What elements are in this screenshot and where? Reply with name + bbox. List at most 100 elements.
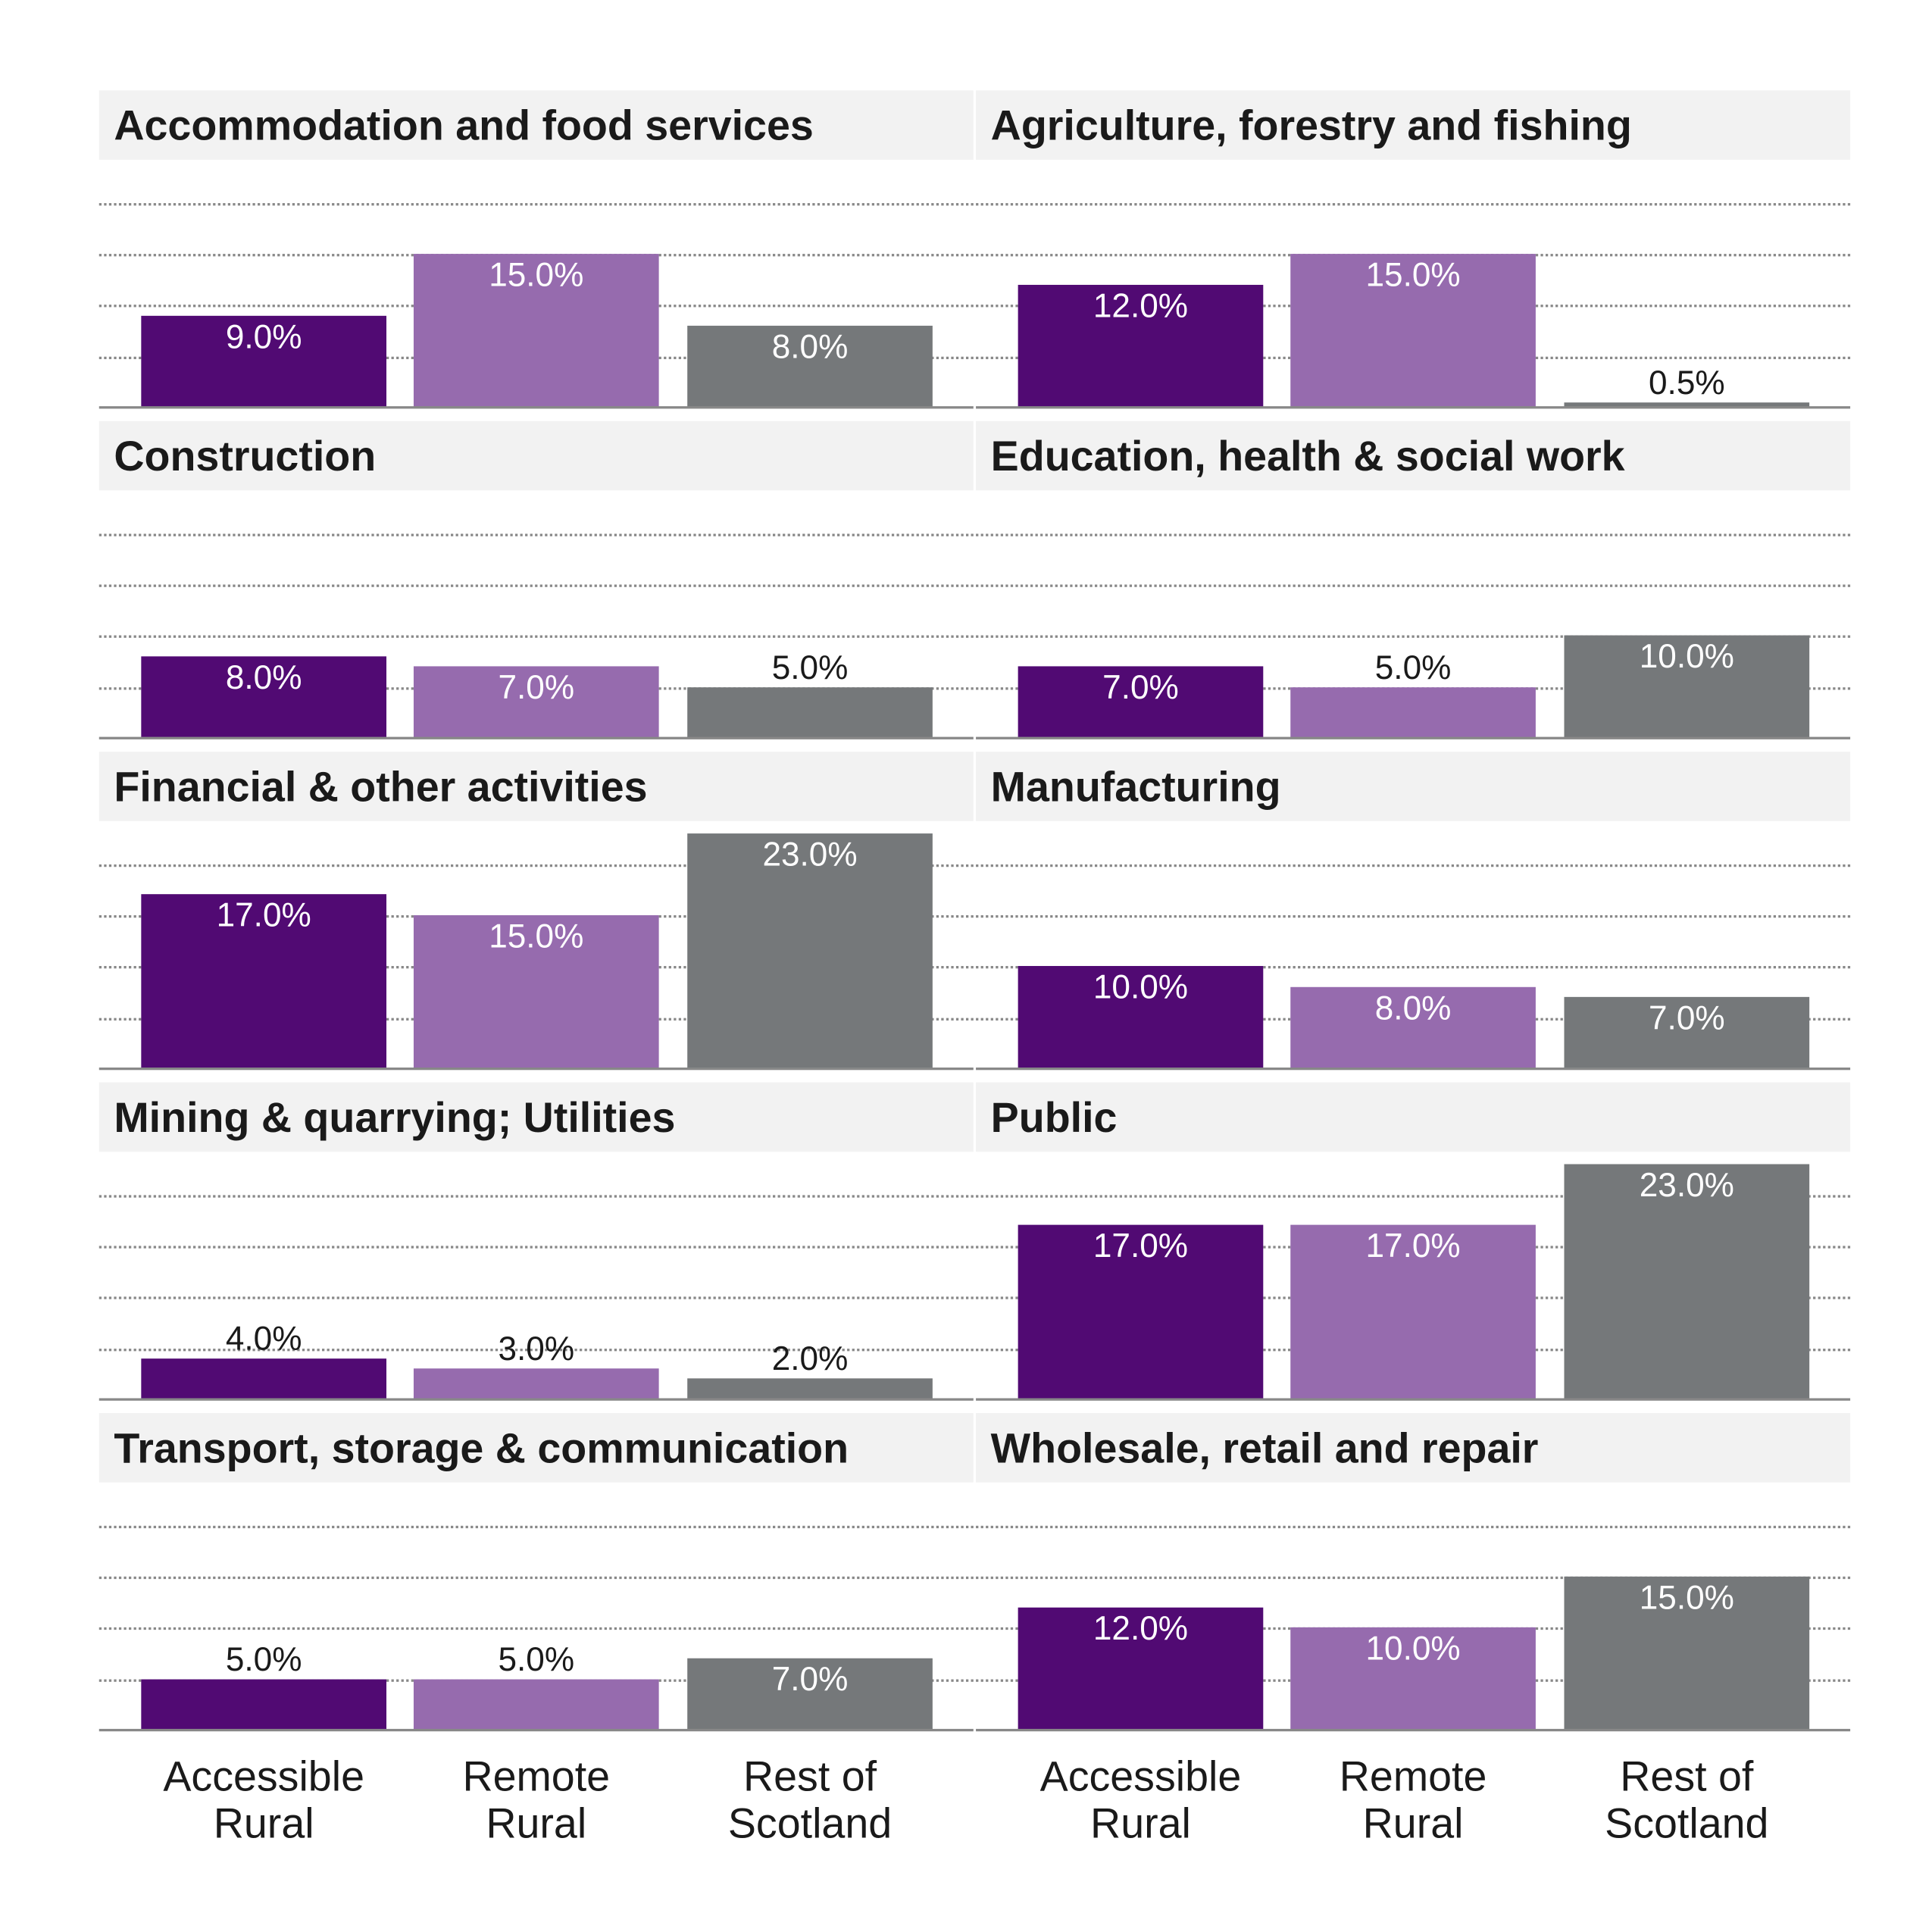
data-label: 5.0% — [498, 1640, 575, 1678]
bar-rest-of-scotland — [687, 325, 933, 408]
bar-accessible-rural — [141, 1678, 386, 1730]
bar-accessible-rural — [1018, 1225, 1264, 1400]
x-tick-label: Accessible Rural — [1005, 1754, 1277, 1848]
bar-rest-of-scotland — [1564, 1164, 1810, 1400]
panel-title: Financial & other activities — [98, 752, 974, 821]
data-label: 5.0% — [225, 1640, 302, 1678]
x-tick-label-line: Rural — [486, 1800, 587, 1848]
bar-accessible-rural — [141, 315, 386, 408]
data-label: 8.0% — [1374, 989, 1452, 1027]
panel-title: Transport, storage & communication — [98, 1413, 974, 1483]
bar-accessible-rural — [141, 656, 386, 739]
data-label: 12.0% — [1093, 286, 1189, 324]
bar-remote-rural — [413, 1368, 659, 1400]
baseline — [98, 1398, 974, 1401]
gridline — [976, 1525, 1851, 1528]
data-label: 17.0% — [216, 897, 311, 935]
x-tick-label-line: Accessible — [163, 1753, 364, 1801]
chart-panel: Transport, storage & communication 5.0% 5.… — [98, 1413, 974, 1743]
gridline — [976, 202, 1851, 205]
data-label: 3.0% — [498, 1330, 575, 1368]
bar-rest-of-scotland — [1564, 1576, 1810, 1730]
chart-panel: Public 17.0% 17.0% 23.0% — [976, 1082, 1851, 1413]
x-tick-label-line: Rest of — [1620, 1753, 1754, 1801]
panel-title: Wholesale, retail and repair — [976, 1413, 1851, 1483]
bar-remote-rural — [1290, 1627, 1536, 1730]
data-label: 9.0% — [225, 317, 302, 355]
gridline — [976, 636, 1851, 639]
data-label: 23.0% — [762, 835, 858, 874]
data-label: 10.0% — [1639, 638, 1734, 676]
bar-remote-rural — [1290, 253, 1536, 408]
x-tick-label-line: Rural — [1362, 1800, 1464, 1848]
data-label: 5.0% — [771, 648, 849, 686]
baseline — [976, 1068, 1851, 1071]
bar-rest-of-scotland — [687, 1379, 933, 1400]
bar-rest-of-scotland — [1564, 636, 1810, 739]
baseline — [976, 736, 1851, 739]
chart-panel: Agriculture, forestry and fishing 12.0% 15… — [976, 90, 1851, 420]
bar-remote-rural — [413, 666, 659, 739]
data-label: 17.0% — [1365, 1227, 1461, 1265]
gridline — [976, 533, 1851, 536]
bar-rest-of-scotland — [687, 1658, 933, 1730]
panel-title: Mining & quarrying; Utilities — [98, 1082, 974, 1152]
chart-panel: Accommodation and food services 9.0% 15.0%… — [98, 90, 974, 420]
data-label: 7.0% — [1102, 668, 1179, 706]
gridline — [98, 584, 974, 587]
bar-remote-rural — [413, 253, 659, 408]
gridline — [98, 1194, 974, 1197]
data-label: 23.0% — [1639, 1166, 1734, 1204]
gridline — [98, 1246, 974, 1249]
gridline — [98, 636, 974, 639]
x-tick-label-line: Rural — [213, 1800, 314, 1848]
data-label: 7.0% — [771, 1661, 849, 1699]
x-tick-label: Rest of Scotland — [674, 1754, 946, 1848]
data-label: 8.0% — [771, 327, 849, 365]
data-label: 12.0% — [1093, 1609, 1189, 1647]
gridline — [98, 1296, 974, 1300]
x-tick-label-line: Scotland — [727, 1800, 893, 1848]
panel-title: Manufacturing — [976, 752, 1851, 821]
data-label: 10.0% — [1365, 1630, 1461, 1668]
bar-remote-rural — [1290, 1225, 1536, 1400]
gridline — [98, 1348, 974, 1351]
x-tick-label: Remote Rural — [400, 1754, 673, 1848]
bar-remote-rural — [413, 1678, 659, 1730]
gridline — [98, 1525, 974, 1528]
panel-title: Construction — [98, 420, 974, 491]
data-label: 5.0% — [1374, 648, 1452, 686]
panel-title: Accommodation and food services — [98, 90, 974, 160]
data-label: 7.0% — [1649, 999, 1725, 1037]
chart-panel: Manufacturing 10.0% 8.0% 7.0% — [976, 752, 1851, 1082]
bar-accessible-rural — [141, 894, 386, 1069]
bar-rest-of-scotland — [1564, 402, 1810, 408]
baseline — [98, 1068, 974, 1071]
data-label: 7.0% — [498, 668, 575, 706]
panel-title: Public — [976, 1082, 1851, 1152]
bar-remote-rural — [1290, 686, 1536, 739]
bar-accessible-rural — [1018, 284, 1264, 408]
gridline — [98, 1627, 974, 1630]
panel-title: Agriculture, forestry and fishing — [976, 90, 1851, 160]
gridline — [976, 864, 1851, 867]
gridline — [98, 864, 974, 867]
data-label: 17.0% — [1093, 1227, 1189, 1265]
x-tick-label-line: Remote — [1339, 1753, 1487, 1801]
x-tick-label-line: Accessible — [1039, 1753, 1242, 1801]
gridline — [98, 533, 974, 536]
baseline — [976, 406, 1851, 409]
bar-accessible-rural — [1018, 666, 1264, 739]
data-label: 4.0% — [225, 1320, 302, 1358]
gridline — [976, 584, 1851, 587]
bar-accessible-rural — [1018, 966, 1264, 1069]
baseline — [976, 1398, 1851, 1401]
gridline — [976, 966, 1851, 969]
baseline — [98, 1728, 974, 1732]
gridline — [98, 202, 974, 205]
x-tick-label-line: Rest of — [742, 1753, 877, 1801]
baseline — [98, 736, 974, 739]
bar-accessible-rural — [1018, 1607, 1264, 1730]
chart-panel: Construction 8.0% 7.0% 5.0% — [98, 420, 974, 752]
